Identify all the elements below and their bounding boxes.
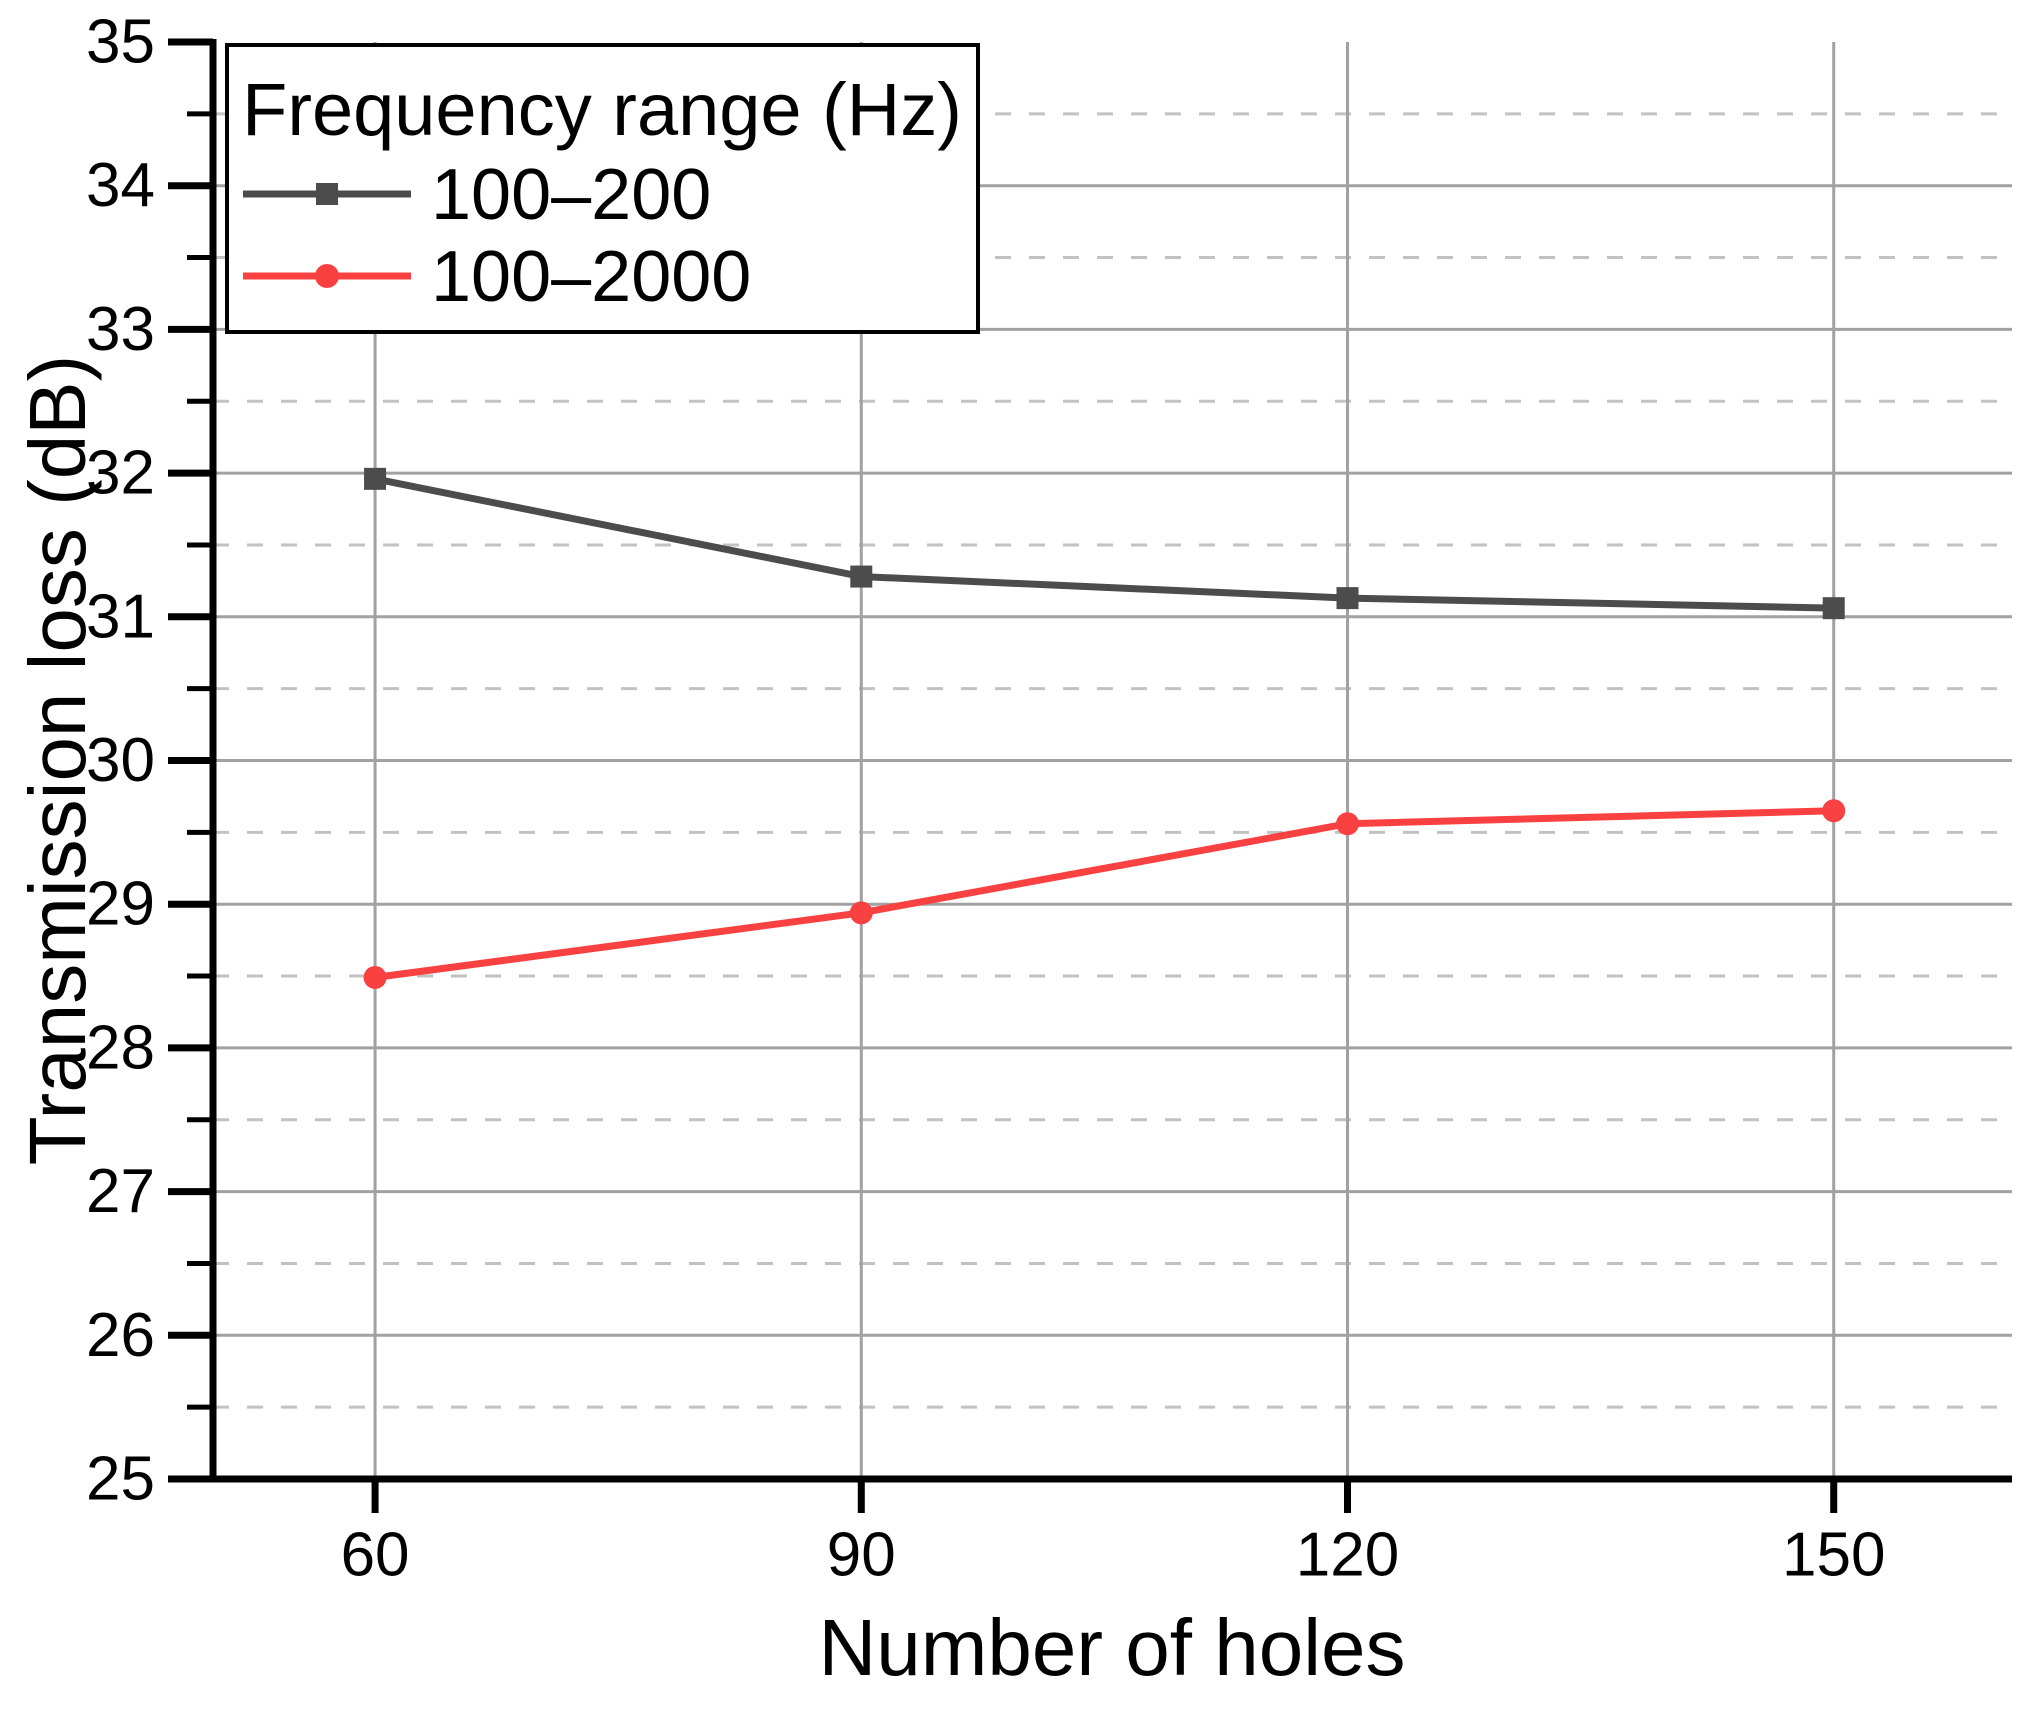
- y-axis-title: Transmission loss (dB): [13, 355, 102, 1166]
- x-axis-title: Number of holes: [819, 1603, 1406, 1692]
- y-tick-label: 28: [86, 1013, 155, 1082]
- y-tick-label: 25: [86, 1445, 155, 1514]
- series-layer: [363, 467, 1846, 989]
- data-point-circle-marker: [1336, 812, 1360, 836]
- legend-entry-1: 100–2000: [243, 237, 751, 317]
- legend-circle-marker-icon: [315, 264, 339, 288]
- data-point-circle-marker: [363, 965, 387, 989]
- legend-title: Frequency range (Hz): [242, 68, 962, 151]
- data-point-square-marker: [850, 565, 873, 588]
- data-point-square-marker: [1336, 587, 1359, 610]
- y-tick-label: 35: [86, 8, 155, 77]
- series-line-1: [374, 807, 1834, 981]
- data-point-circle-marker: [1822, 799, 1846, 823]
- legend-entry-label-0: 100–200: [431, 155, 711, 235]
- y-tick-label: 31: [86, 582, 155, 651]
- legend-entry-0: 100–200: [243, 155, 711, 235]
- x-tick-label: 90: [827, 1521, 896, 1590]
- y-tick-label: 27: [86, 1157, 155, 1226]
- data-point-square-marker: [364, 467, 387, 490]
- data-point-square-marker: [1822, 597, 1845, 620]
- legend-entry-label-1: 100–2000: [431, 237, 751, 317]
- legend-square-marker-icon: [316, 183, 338, 205]
- legend-box: [225, 43, 980, 334]
- y-tick-label: 32: [86, 439, 155, 508]
- legend: Frequency range (Hz) 100–200 100–2000: [225, 43, 980, 334]
- axis-layer: 25 26 27 28 29 30 31 32 33 34 35 60 90 120 150: [86, 8, 2012, 1590]
- y-tick-label: 30: [86, 726, 155, 795]
- y-tick-label: 34: [86, 151, 155, 220]
- x-tick-label: 120: [1296, 1521, 1399, 1590]
- y-tick-label: 29: [86, 870, 155, 939]
- data-point-circle-marker: [849, 901, 873, 925]
- y-tick-label: 26: [86, 1301, 155, 1370]
- y-tick-label: 33: [86, 295, 155, 364]
- x-tick-label: 60: [341, 1521, 410, 1590]
- series-line-0: [374, 475, 1834, 612]
- x-tick-label: 150: [1782, 1521, 1885, 1590]
